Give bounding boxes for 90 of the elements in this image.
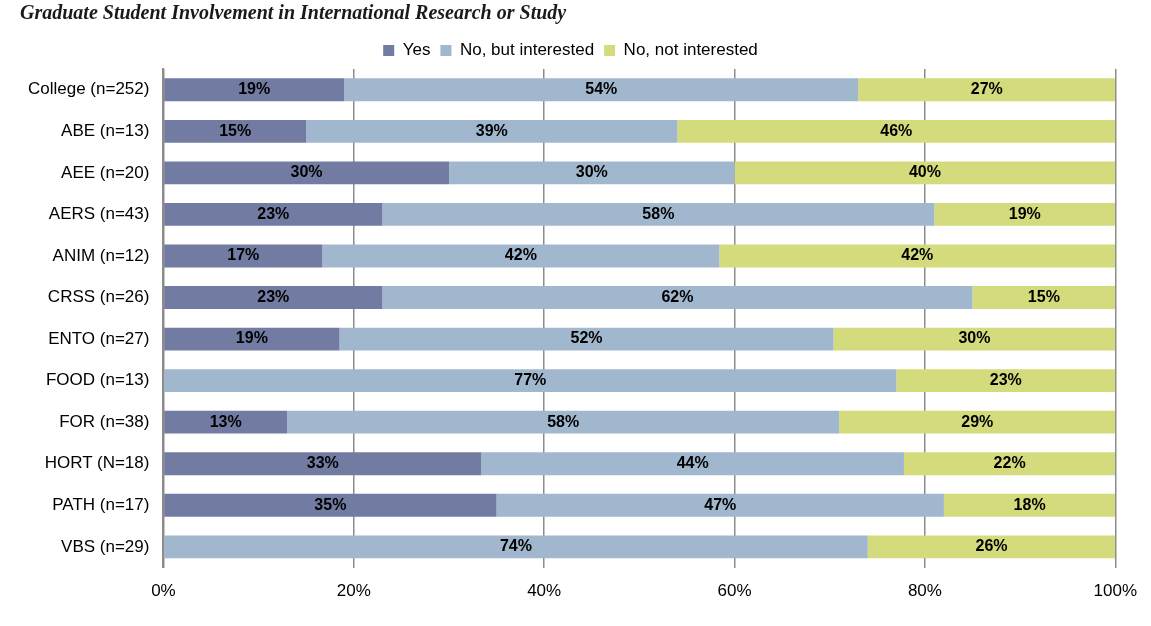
data-label: 54% (585, 80, 618, 98)
x-tick-label: 80% (907, 581, 942, 601)
data-label: 35% (314, 495, 347, 513)
bar (164, 161, 449, 185)
bar (867, 535, 1116, 559)
bar (164, 203, 383, 226)
data-label: 23% (257, 204, 290, 222)
bar (839, 410, 1116, 434)
bar (322, 244, 720, 268)
bar (164, 119, 307, 143)
y-tick-label: ENTO (n=27) (48, 328, 150, 348)
legend-label: No, but interested (459, 40, 595, 60)
data-label: 17% (227, 246, 260, 264)
data-label: 22% (993, 454, 1026, 472)
data-label: 77% (514, 371, 547, 389)
data-label: 42% (504, 246, 537, 264)
data-label: 42% (901, 246, 934, 264)
data-label: 58% (642, 204, 675, 222)
data-label: 52% (570, 329, 603, 347)
data-label: 15% (219, 121, 252, 139)
data-label: 13% (209, 412, 242, 430)
bar (934, 203, 1116, 226)
bar (858, 78, 1116, 102)
bar (677, 119, 1116, 143)
data-label: 39% (475, 121, 508, 139)
bar (382, 286, 973, 309)
bar (734, 161, 1116, 185)
data-label: 47% (704, 495, 737, 513)
bar (164, 78, 345, 102)
x-tick-label: 60% (717, 581, 752, 601)
y-tick-label: College (n=252) (27, 79, 150, 99)
bar (164, 327, 340, 351)
bar (164, 369, 897, 393)
data-label: 18% (1013, 495, 1046, 513)
data-label: 46% (880, 121, 913, 139)
bar (943, 493, 1116, 517)
bar (481, 452, 904, 476)
y-tick-label: AEE (n=20) (61, 162, 150, 182)
legend-label: Yes (402, 40, 431, 60)
data-label: 19% (235, 329, 268, 347)
chart-title: Graduate Student Involvement in International Research or Study (20, 1, 567, 25)
bar (164, 244, 323, 268)
data-label: 44% (676, 454, 709, 472)
y-tick-label: PATH (n=17) (52, 494, 150, 514)
y-tick-label: FOR (n=38) (59, 411, 150, 431)
data-label: 23% (257, 287, 290, 305)
bar (344, 78, 859, 102)
bar (339, 327, 834, 351)
y-tick-label: ANIM (n=12) (52, 245, 150, 265)
data-label: 30% (290, 163, 323, 181)
data-label: 74% (499, 537, 532, 555)
data-label: 19% (238, 80, 271, 98)
data-label: 26% (975, 537, 1008, 555)
y-tick-label: AERS (n=43) (48, 204, 150, 224)
y-tick-label: ABE (n=13) (61, 121, 150, 141)
data-label: 62% (661, 287, 694, 305)
data-label: 30% (958, 329, 991, 347)
x-tick-label: 40% (527, 581, 562, 601)
bar (448, 161, 735, 185)
data-label: 40% (908, 163, 941, 181)
data-label: 58% (547, 412, 580, 430)
data-label: 27% (970, 80, 1003, 98)
x-tick-label: 0% (151, 581, 176, 601)
data-label: 19% (1008, 204, 1041, 222)
bar (164, 493, 497, 517)
y-tick-label: FOOD (n=13) (45, 370, 150, 390)
x-tick-label: 100% (1093, 581, 1137, 601)
bar (719, 244, 1116, 268)
bar (903, 452, 1116, 476)
data-label: 33% (306, 454, 339, 472)
bar (382, 203, 935, 226)
bar (164, 286, 383, 309)
bar (164, 410, 288, 434)
bar (306, 119, 678, 143)
bar (164, 452, 482, 476)
x-tick-label: 20% (336, 581, 371, 601)
data-label: 15% (1027, 287, 1060, 305)
bar (287, 410, 840, 434)
bar (972, 286, 1116, 309)
data-label: 23% (989, 371, 1022, 389)
bar (496, 493, 944, 517)
y-tick-label: CRSS (n=26) (47, 287, 150, 307)
y-tick-label: VBS (n=29) (61, 536, 150, 556)
bar (164, 535, 868, 559)
data-label: 29% (961, 412, 994, 430)
bar (896, 369, 1116, 393)
legend-label: No, not interested (623, 40, 758, 60)
y-tick-label: HORT (N=18) (44, 453, 150, 473)
bar (833, 327, 1116, 351)
data-label: 30% (575, 163, 608, 181)
